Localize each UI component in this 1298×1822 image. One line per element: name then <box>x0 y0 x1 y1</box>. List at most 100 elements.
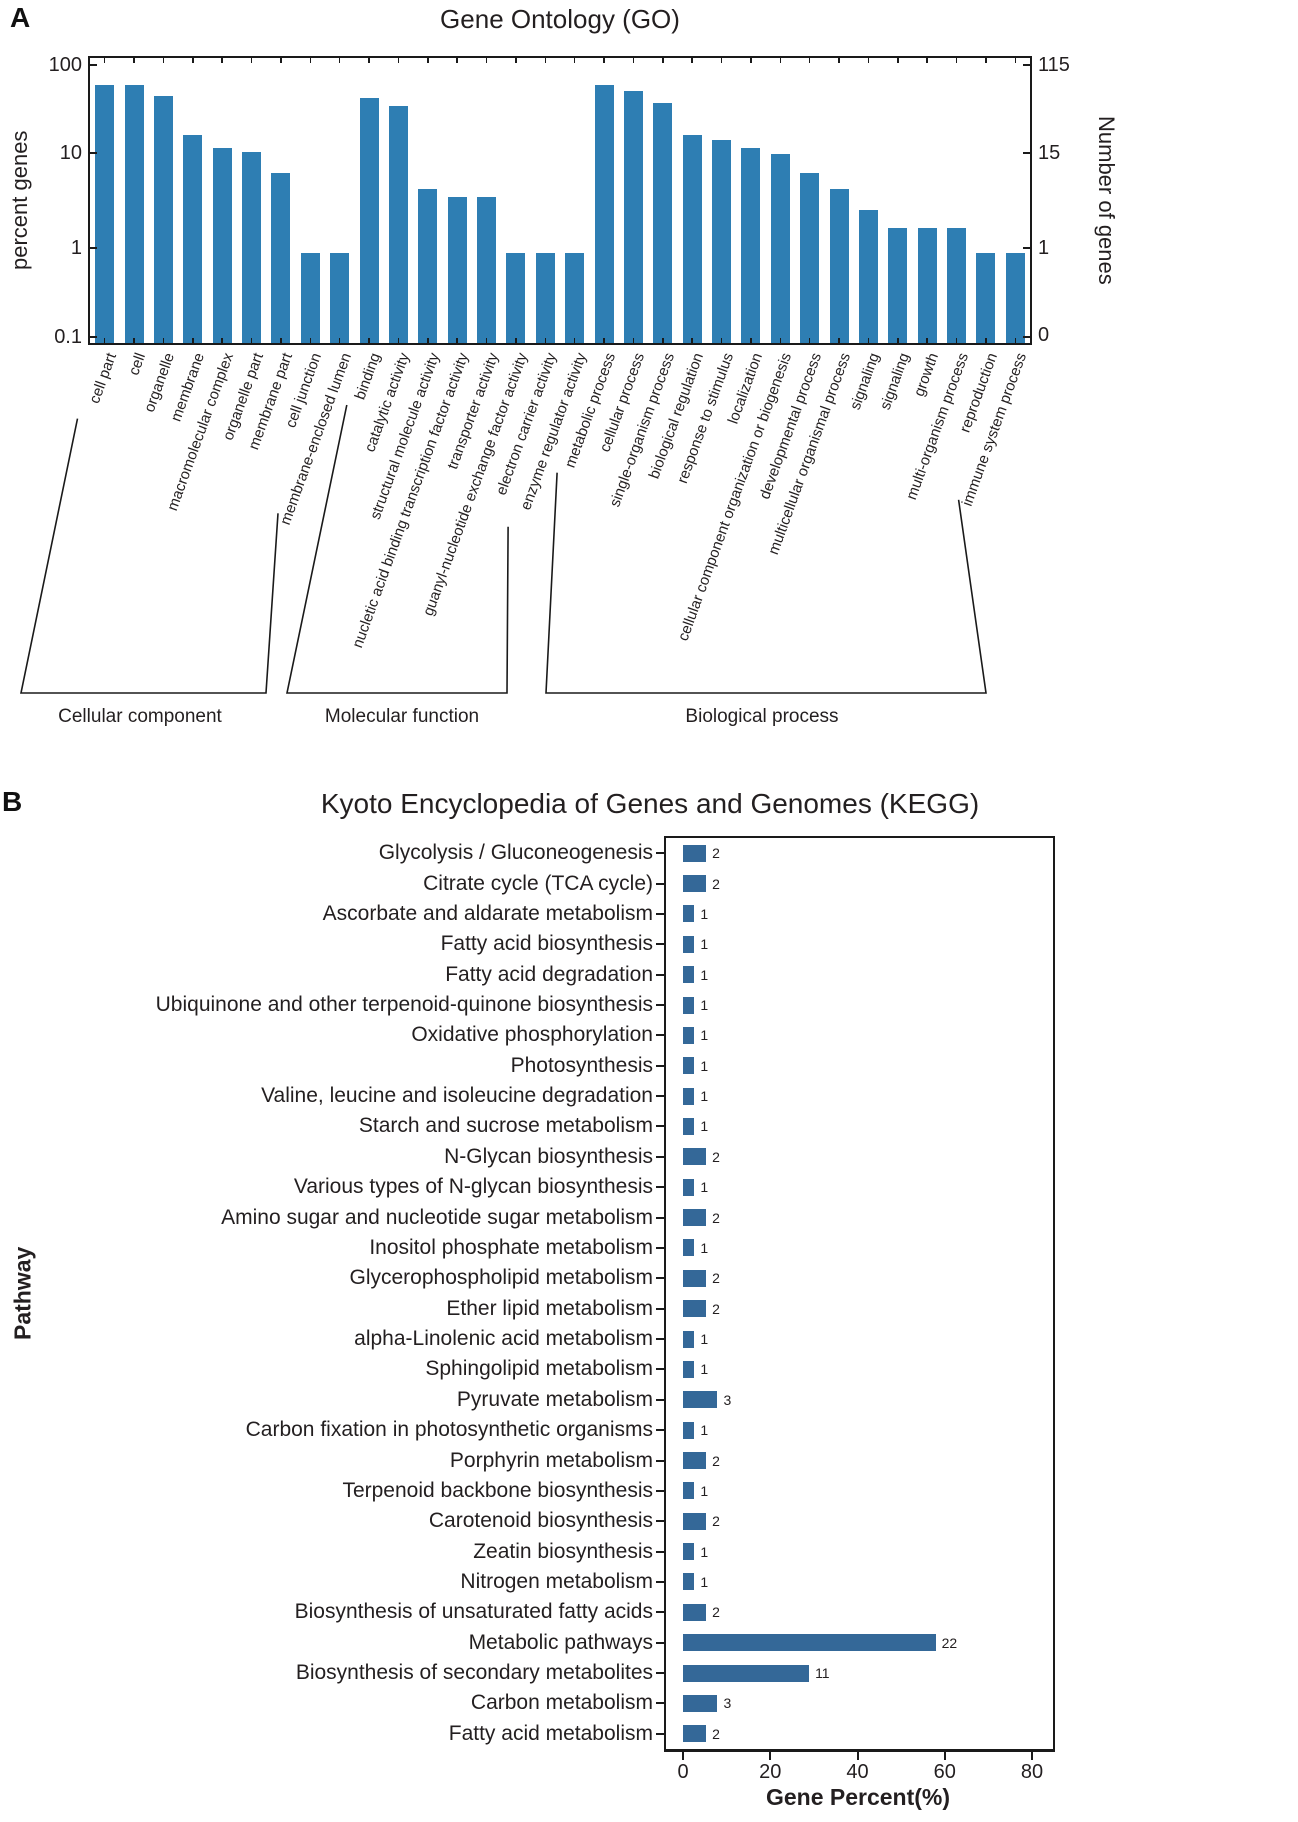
kegg-bar-count: 1 <box>700 905 709 922</box>
kegg-x-tick-label: 20 <box>759 1761 782 1783</box>
kegg-y-tick <box>656 1611 664 1614</box>
kegg-bar-count: 1 <box>700 1179 709 1196</box>
go-bar <box>594 85 614 343</box>
kegg-y-tick <box>656 1277 664 1280</box>
kegg-bar <box>683 1026 695 1044</box>
kegg-bar <box>683 966 695 984</box>
kegg-y-tick <box>656 1246 664 1249</box>
go-bar <box>183 134 203 343</box>
go-bar <box>271 172 291 343</box>
kegg-bar-count: 2 <box>712 1209 720 1226</box>
go-x-tick-top <box>456 58 458 63</box>
go-bar <box>712 139 732 343</box>
kegg-bar <box>683 935 695 953</box>
go-chart-title: Gene Ontology (GO) <box>440 4 680 34</box>
kegg-y-tick <box>656 1095 664 1098</box>
kegg-row-label: Pyruvate metabolism <box>456 1387 653 1411</box>
go-bar <box>565 252 585 343</box>
go-x-tick-bottom <box>250 338 253 343</box>
kegg-bar-count: 2 <box>712 1300 720 1317</box>
go-y-tick-right <box>1023 247 1030 249</box>
go-x-tick-bottom <box>779 338 782 343</box>
go-x-tick-top <box>573 58 576 63</box>
go-x-tick-top <box>192 58 194 63</box>
go-y-tick-label-left: 100 <box>48 54 82 76</box>
go-x-tick-bottom <box>456 338 458 343</box>
kegg-y-tick <box>656 882 664 885</box>
go-x-tick-top <box>926 58 928 63</box>
go-bar <box>447 196 467 343</box>
go-y-tick-right <box>1023 64 1030 66</box>
kegg-row-label: Carotenoid biosynthesis <box>428 1509 653 1533</box>
kegg-row-label: Valine, leucine and isoleucine degradati… <box>261 1084 653 1108</box>
kegg-bar-count: 3 <box>723 1695 732 1712</box>
kegg-bar <box>683 1391 718 1409</box>
go-x-tick-bottom <box>485 338 488 343</box>
kegg-row-label: Various types of N-glycan biosynthesis <box>293 1175 653 1199</box>
kegg-row-label: Amino sugar and nucleotide sugar metabol… <box>221 1205 653 1229</box>
go-plot-area <box>88 56 1032 345</box>
kegg-row-label: Carbon metabolism <box>470 1691 653 1715</box>
kegg-bar <box>683 1452 707 1470</box>
go-x-tick-top <box>250 58 253 63</box>
go-y-tick-label-right: 0 <box>1038 324 1050 346</box>
kegg-bar-count: 2 <box>712 875 720 892</box>
kegg-row-label: Zeatin biosynthesis <box>473 1539 653 1563</box>
kegg-y-tick <box>656 1732 664 1735</box>
go-x-tick-top <box>368 58 370 63</box>
go-x-tick-top <box>897 58 899 63</box>
go-x-tick-bottom <box>926 338 928 343</box>
kegg-bar-count: 11 <box>815 1665 830 1682</box>
kegg-y-tick <box>656 973 664 976</box>
kegg-y-tick <box>656 1398 664 1401</box>
kegg-y-tick <box>656 1641 664 1644</box>
kegg-y-tick <box>656 1550 664 1553</box>
go-bar <box>388 106 408 343</box>
go-x-tick-bottom <box>691 338 693 343</box>
kegg-bar <box>683 1573 695 1591</box>
go-x-tick-top <box>808 58 811 63</box>
go-bar <box>800 172 820 343</box>
go-y-tick-left <box>90 336 97 338</box>
go-group-label-cellular-component: Cellular component <box>58 706 222 727</box>
go-y-tick-left <box>90 247 97 249</box>
kegg-bar-count: 2 <box>712 1270 720 1287</box>
kegg-row-label: Ether lipid metabolism <box>446 1296 653 1320</box>
go-x-tick-top <box>280 58 282 63</box>
kegg-bar <box>683 1421 695 1439</box>
kegg-x-tick-label: 80 <box>1020 1761 1044 1783</box>
go-x-tick-bottom <box>427 338 429 343</box>
go-bar <box>359 98 379 343</box>
go-bar <box>917 227 937 343</box>
kegg-y-tick <box>656 1702 664 1705</box>
go-x-tick-top <box>1014 58 1017 63</box>
kegg-chart-title: Kyoto Encyclopedia of Genes and Genomes … <box>320 788 980 819</box>
go-bar <box>300 252 320 343</box>
kegg-y-tick <box>656 852 664 855</box>
go-x-tick-top <box>603 58 605 63</box>
go-x-tick-bottom <box>338 338 341 343</box>
kegg-bar <box>683 1725 707 1743</box>
go-x-tick-bottom <box>1014 338 1017 343</box>
go-bar <box>770 153 790 343</box>
go-bar <box>242 151 262 343</box>
go-y-tick-label-right: 15 <box>1038 142 1061 164</box>
go-x-tick-top <box>427 58 429 63</box>
go-x-tick-top <box>103 58 106 63</box>
go-x-tick-top <box>162 58 165 63</box>
kegg-bar-count: 1 <box>700 1422 709 1439</box>
go-bar <box>95 85 115 343</box>
kegg-y-tick <box>656 1064 664 1067</box>
kegg-bar-count: 1 <box>700 1543 709 1560</box>
kegg-bar-count: 2 <box>712 1513 720 1530</box>
go-bar <box>124 85 144 343</box>
kegg-bar-count: 1 <box>700 966 709 983</box>
go-x-tick-bottom <box>133 338 135 343</box>
kegg-y-tick <box>656 1125 664 1128</box>
go-x-tick-top <box>691 58 693 63</box>
kegg-bar-count: 2 <box>712 1725 720 1742</box>
go-x-tick-top <box>632 58 635 63</box>
go-bar <box>623 90 643 343</box>
go-bar <box>153 96 173 343</box>
